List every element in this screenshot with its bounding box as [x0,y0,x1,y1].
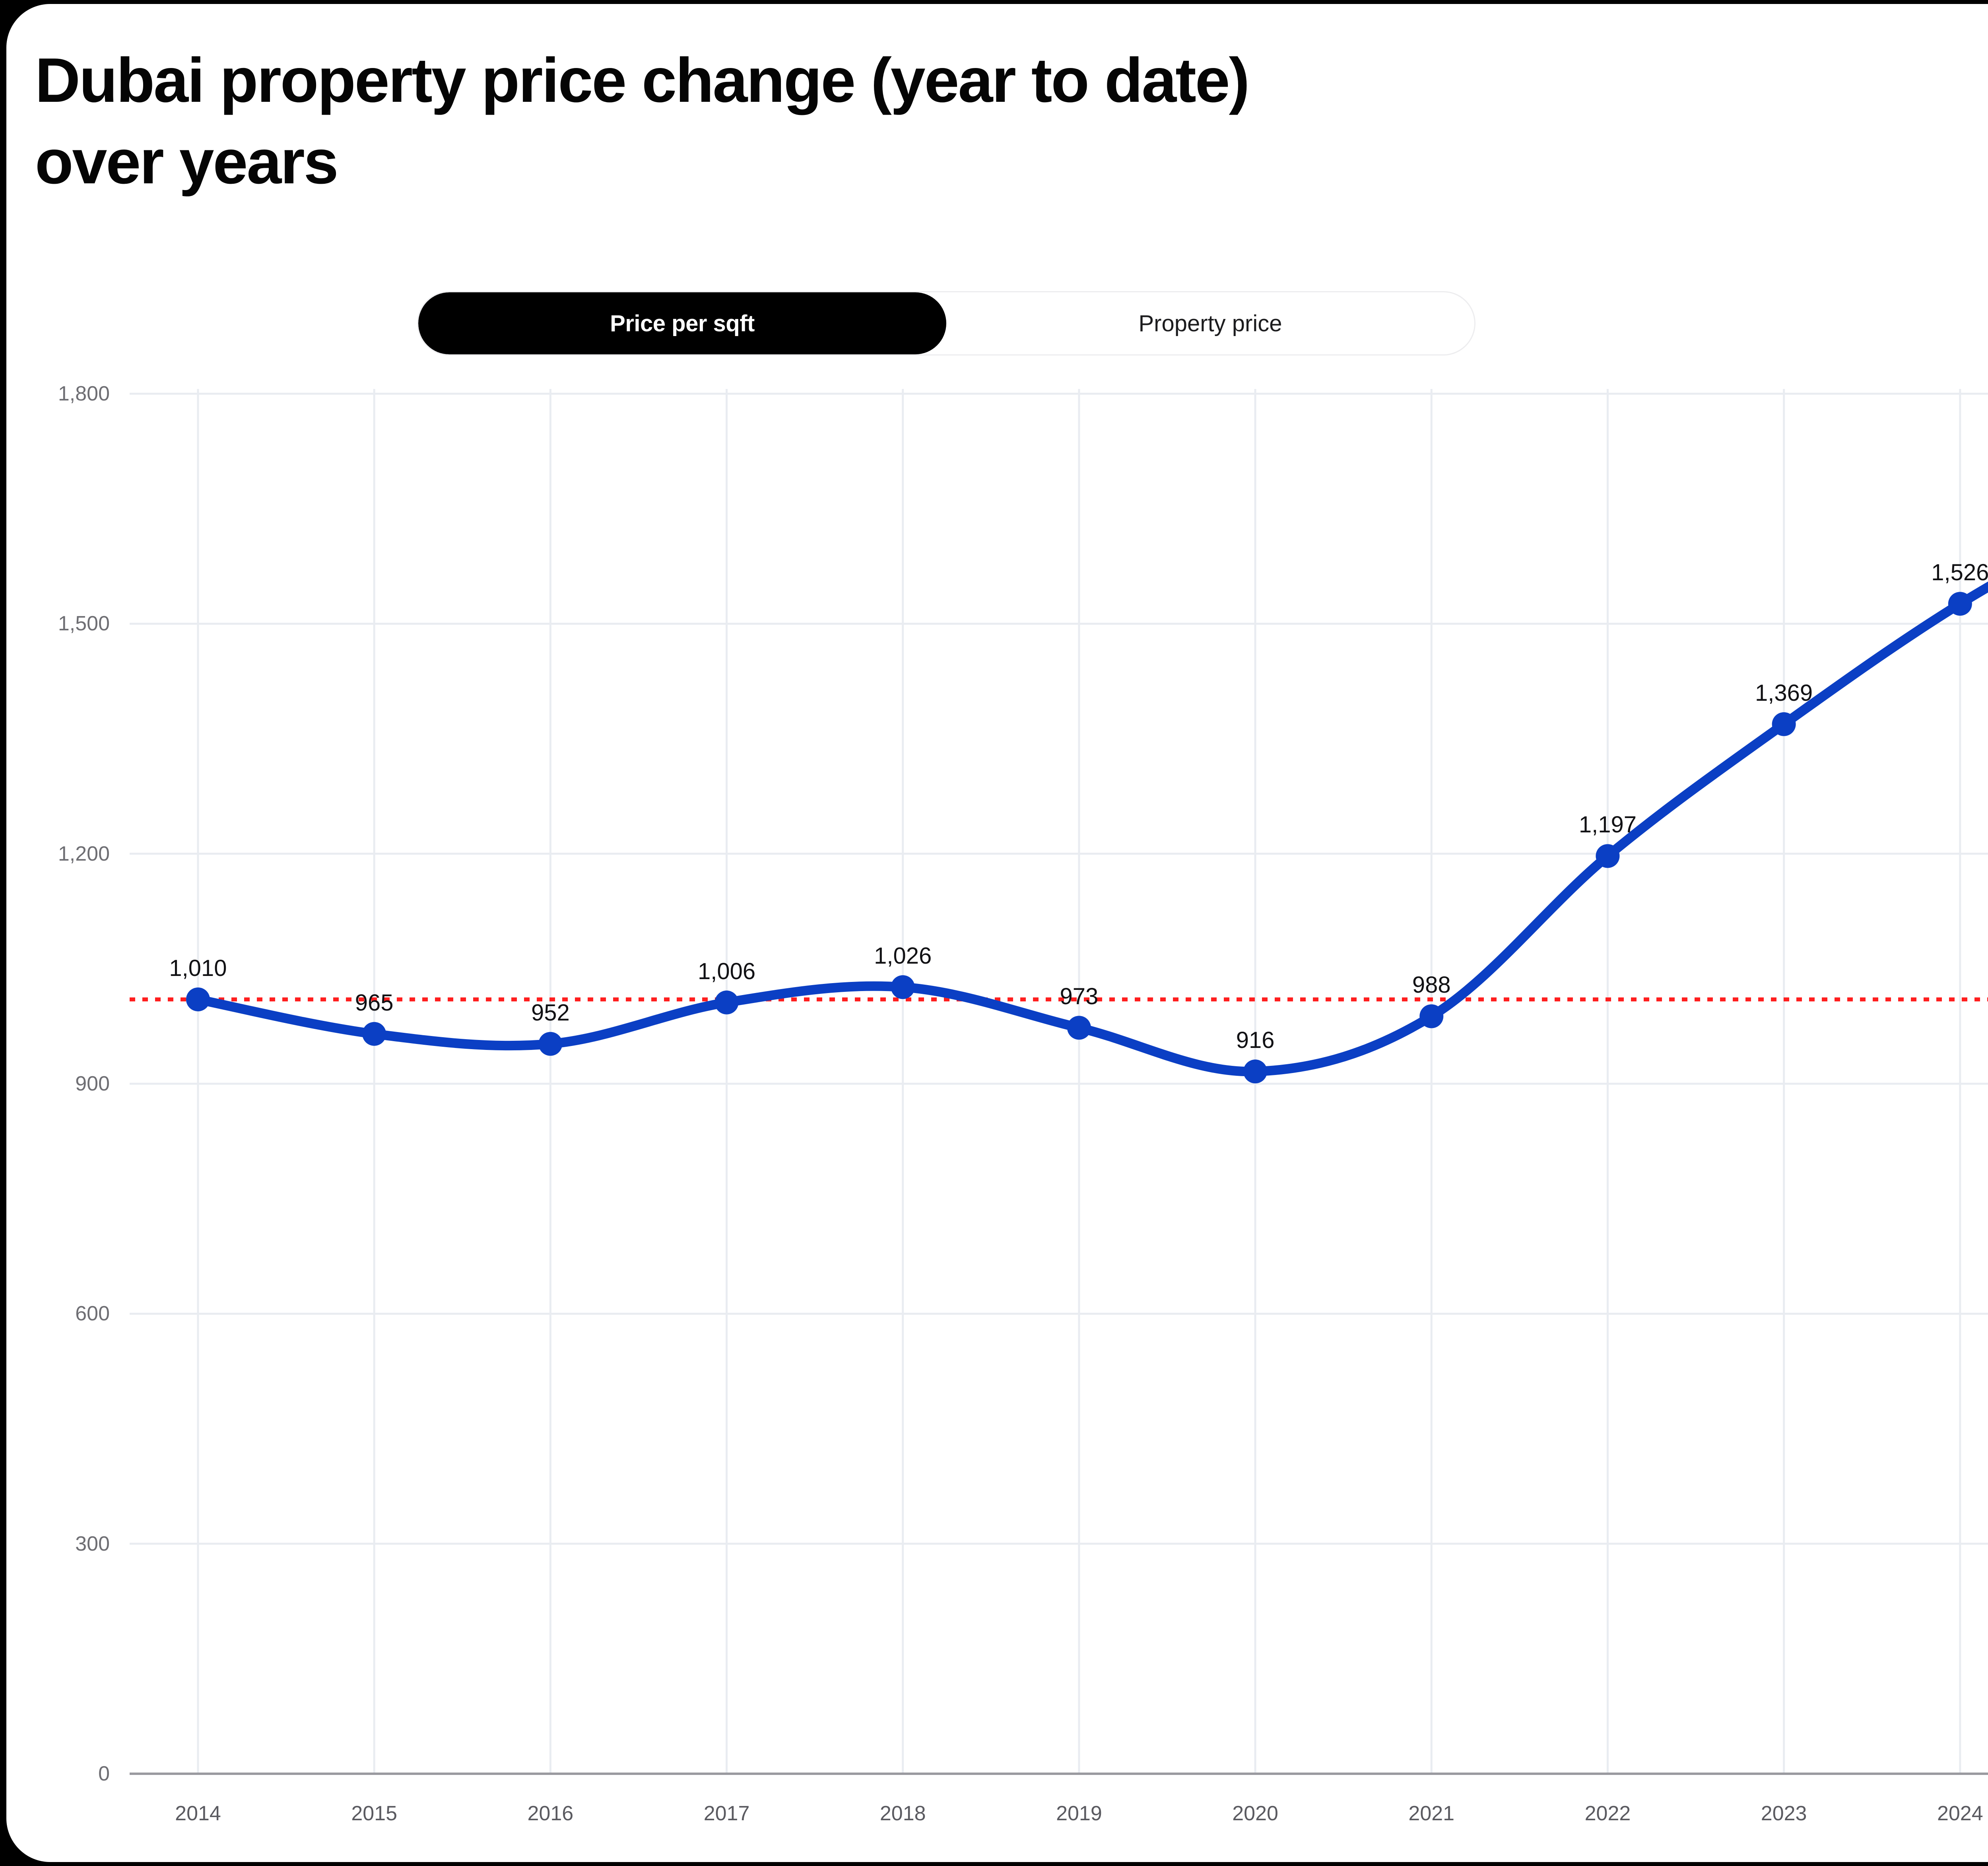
y-axis-tick-label: 1,200 [58,842,110,865]
x-axis-tick-label: 2016 [527,1802,574,1825]
data-point-value-label: 1,369 [1755,680,1813,706]
data-point-value-label: 1,526 [1931,560,1988,586]
chart-card: Dubai property price change (year to dat… [6,4,1988,1862]
data-point-value-label: 916 [1236,1027,1275,1054]
tab-price-per-sqft[interactable]: Price per sqft [418,292,946,354]
y-axis-tick-label: 600 [75,1302,110,1326]
x-axis-tick-label: 2022 [1584,1802,1631,1825]
data-point-value-label: 1,010 [169,955,227,981]
x-axis-tick-label: 2014 [175,1802,221,1825]
data-point-value-label: 973 [1060,984,1099,1010]
line-chart: 0 300 600 900 1,200 1,500 1,800 2014 2015 2016 20… [6,4,1988,1862]
data-point-value-label: 965 [355,989,394,1016]
data-point-value-label: 988 [1412,972,1451,998]
data-point-marker[interactable] [714,990,739,1015]
x-axis-tick-label: 2020 [1232,1802,1278,1825]
data-point-markers [186,592,1972,1084]
page-title-line-2: over years [35,127,339,197]
data-point-marker[interactable] [1948,592,1972,616]
chart-canvas [130,389,1988,1775]
y-axis-tick-label: 0 [98,1762,110,1785]
data-point-value-label: 1,006 [697,958,756,984]
x-axis-tick-label: 2015 [351,1802,398,1825]
data-point-value-label: 1,197 [1578,812,1637,838]
data-point-marker[interactable] [1419,1004,1444,1028]
y-axis-tick-label: 300 [75,1532,110,1555]
x-axis-tick-label: 2018 [879,1802,926,1825]
metric-toggle-group[interactable]: Price per sqft Property price [417,291,1475,356]
x-axis-tick-label: 2024 [1937,1802,1983,1825]
horizontal-gridlines [130,393,1988,1545]
data-point-value-label: 952 [531,999,570,1026]
page-title-line-1: Dubai property price change (year to dat… [35,45,1250,115]
data-point-marker[interactable] [1772,712,1796,736]
y-axis-tick-label: 900 [75,1072,110,1095]
x-axis-tick-label: 2017 [703,1802,750,1825]
x-axis-tick-label: 2021 [1408,1802,1455,1825]
data-point-marker[interactable] [538,1032,563,1056]
data-point-marker[interactable] [891,975,915,999]
data-point-marker[interactable] [1596,844,1620,868]
price-series-line [193,581,1988,1077]
x-axis-tick-label: 2019 [1056,1802,1102,1825]
data-point-marker[interactable] [186,987,210,1011]
page-title: Dubai property price change (year to dat… [35,40,1705,203]
data-point-value-label: 1,026 [874,943,932,969]
data-point-marker[interactable] [1243,1059,1268,1084]
vertical-gridlines [197,389,1961,1774]
y-axis-tick-label: 1,500 [58,612,110,636]
x-axis-tick-label: 2023 [1761,1802,1807,1825]
tab-property-price[interactable]: Property price [1138,310,1282,336]
y-axis-tick-label: 1,800 [58,382,110,405]
data-point-marker[interactable] [362,1022,386,1046]
data-point-marker[interactable] [1067,1016,1091,1040]
